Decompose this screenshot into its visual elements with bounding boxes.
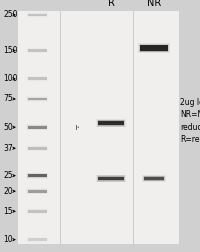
Bar [28, 49, 46, 52]
Bar [27, 76, 47, 81]
Bar [27, 77, 47, 81]
Bar [27, 209, 47, 213]
Bar [26, 188, 48, 194]
Bar [96, 175, 126, 182]
Bar [98, 177, 124, 180]
Bar [27, 173, 47, 178]
Bar [26, 145, 48, 151]
Text: 10: 10 [3, 235, 13, 244]
Bar [97, 175, 125, 182]
Bar [28, 147, 46, 150]
Bar [27, 174, 47, 178]
Bar [138, 44, 170, 53]
Bar [27, 189, 47, 193]
Bar [140, 45, 168, 52]
Text: 250: 250 [3, 10, 18, 19]
Text: 20: 20 [3, 187, 13, 196]
Text: 75: 75 [3, 94, 13, 103]
Bar [28, 238, 46, 241]
Bar [27, 237, 47, 242]
Bar [28, 174, 46, 177]
Bar [27, 125, 47, 129]
Bar [27, 48, 47, 53]
Text: 150: 150 [3, 46, 18, 55]
Bar [26, 124, 48, 130]
Bar [26, 237, 48, 242]
Bar [28, 14, 46, 16]
Bar [27, 97, 47, 101]
Bar [98, 121, 124, 125]
Text: 25: 25 [3, 171, 13, 180]
Bar [98, 176, 124, 181]
Bar [144, 176, 164, 180]
Text: 37: 37 [3, 144, 13, 153]
Bar [140, 46, 168, 51]
Bar [27, 209, 47, 214]
Bar [26, 173, 48, 179]
Text: NR: NR [147, 0, 161, 8]
Bar [28, 77, 46, 80]
Text: 2ug loading
NR=Non-
reduced
R=reduced: 2ug loading NR=Non- reduced R=reduced [180, 98, 200, 144]
Text: R: R [108, 0, 114, 8]
Bar [27, 13, 47, 17]
Bar [26, 208, 48, 214]
Bar [28, 126, 46, 129]
Bar [97, 120, 125, 127]
Bar [27, 146, 47, 150]
Bar [27, 13, 47, 17]
Bar [27, 238, 47, 241]
Bar [26, 96, 48, 102]
Bar [28, 190, 46, 193]
Bar [18, 11, 179, 244]
Bar [26, 76, 48, 82]
Bar [96, 119, 126, 128]
Bar [139, 44, 169, 52]
Bar [142, 175, 166, 182]
Bar [26, 48, 48, 53]
Bar [27, 49, 47, 52]
Bar [28, 98, 46, 100]
Text: 50: 50 [3, 123, 13, 132]
Bar [98, 120, 124, 126]
Bar [144, 177, 164, 180]
Bar [26, 12, 48, 18]
Bar [27, 97, 47, 101]
Text: 100: 100 [3, 74, 18, 83]
Bar [143, 176, 165, 181]
Bar [27, 146, 47, 151]
Bar [27, 189, 47, 194]
Bar [28, 210, 46, 213]
Text: 15: 15 [3, 207, 13, 216]
Bar [27, 125, 47, 130]
